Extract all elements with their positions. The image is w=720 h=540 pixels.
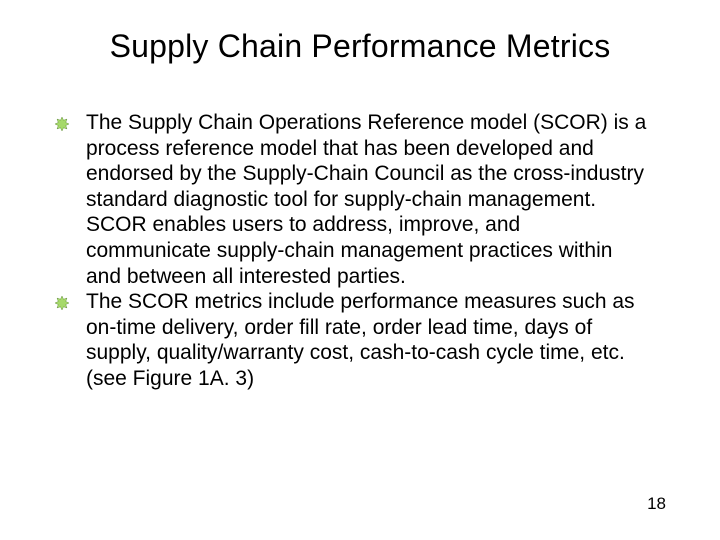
bullet-text: The SCOR metrics include performance mea… (86, 289, 650, 391)
slide-title: Supply Chain Performance Metrics (0, 28, 720, 65)
page-number: 18 (647, 494, 666, 514)
bullet-text: The Supply Chain Operations Reference mo… (86, 110, 650, 289)
starburst-icon (52, 114, 72, 134)
slide: Supply Chain Performance Metrics The Sup… (0, 0, 720, 540)
list-item: The SCOR metrics include performance mea… (52, 289, 650, 391)
slide-body: The Supply Chain Operations Reference mo… (52, 110, 650, 392)
starburst-icon (52, 293, 72, 313)
list-item: The Supply Chain Operations Reference mo… (52, 110, 650, 289)
